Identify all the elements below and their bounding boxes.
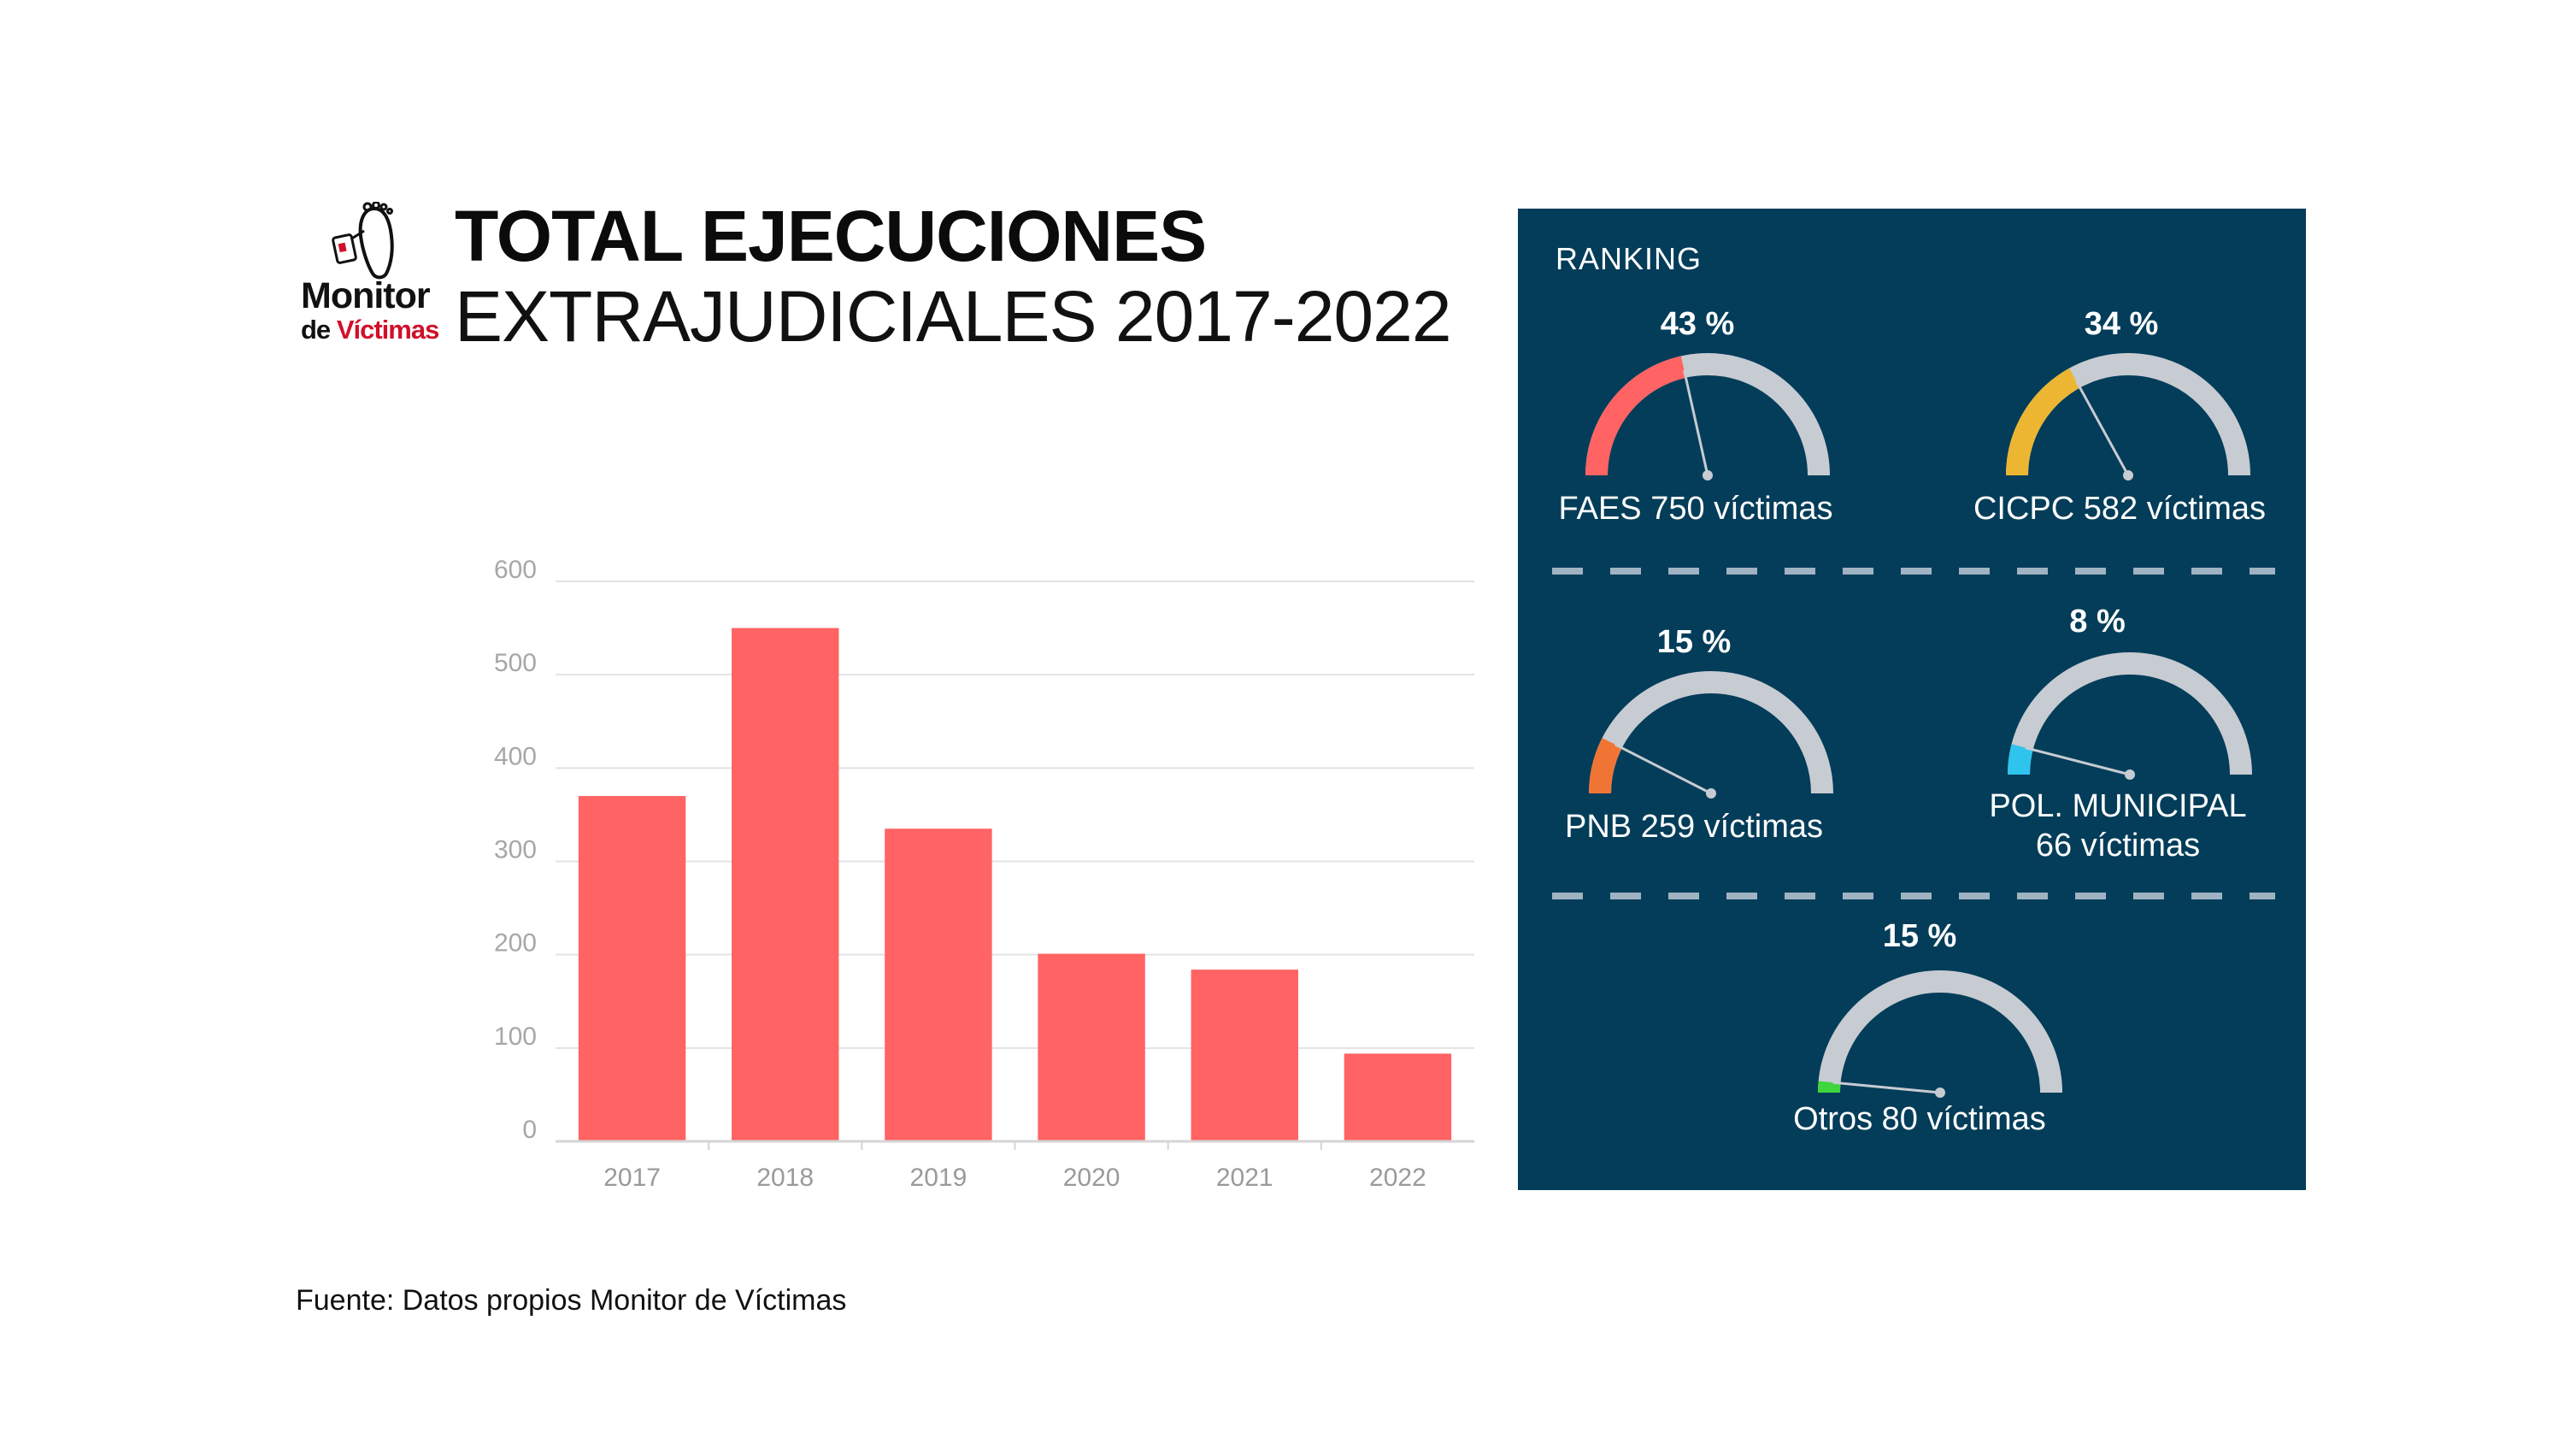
page-title-line2: EXTRAJUDICIALES 2017-2022 — [455, 275, 1451, 358]
gauge-fill — [1597, 367, 1684, 475]
gauge-needle — [1833, 1082, 1940, 1093]
gauge-pct-cicpc: 34 % — [2085, 306, 2159, 343]
gauge-needle — [1615, 745, 1711, 793]
divider-dashed-1 — [1552, 568, 2275, 575]
gauge-label-faes: FAES 750 víctimas — [1558, 489, 1832, 528]
gauge-fill — [2019, 747, 2022, 775]
foot-tag-icon — [330, 202, 407, 280]
gauge-needle — [2026, 748, 2130, 775]
gauge-fill — [2017, 378, 2074, 475]
bar-chart: 0 100 200 300 400 500 600 2017 2018 2019 2020 2021 2… — [462, 547, 1487, 1214]
gauge-track — [1600, 682, 1822, 793]
gauge-pct-pnb: 15 % — [1657, 624, 1732, 661]
gauge-pivot — [1935, 1088, 1945, 1098]
logo-word-victimas: de Víctimas — [301, 315, 438, 345]
y-tick-label: 600 — [494, 556, 537, 584]
y-tick-label: 0 — [522, 1116, 537, 1144]
monitor-victimas-logo: Monitor de Víctimas — [296, 202, 441, 339]
bar-2022 — [1344, 1053, 1451, 1141]
y-tick-label: 300 — [494, 836, 537, 864]
bar-2017 — [579, 796, 685, 1141]
bar-2020 — [1038, 954, 1144, 1141]
gauge-track — [2017, 364, 2239, 475]
x-tick-label: 2019 — [910, 1164, 967, 1192]
gauge-track — [1829, 981, 2051, 1093]
x-tick-label: 2022 — [1369, 1164, 1426, 1192]
ranking-panel: RANKING 43 % FAES 750 víctimas 34 % CICP… — [1518, 209, 2306, 1190]
y-tick-label: 200 — [494, 929, 537, 958]
y-tick-label: 100 — [494, 1023, 537, 1051]
gauge-pct-polmunicipal: 8 % — [2069, 604, 2125, 640]
gauge-fill — [1829, 1082, 1830, 1093]
x-tick-label: 2017 — [603, 1164, 661, 1192]
gauge-track — [2019, 663, 2241, 775]
bar-2018 — [732, 628, 838, 1141]
bar-2019 — [885, 828, 991, 1141]
logo-word-de: de — [301, 315, 330, 345]
logo-word-victimas-red: Víctimas — [337, 315, 439, 345]
x-tick-label: 2018 — [756, 1164, 814, 1192]
gauges-svg — [1518, 209, 2306, 1190]
page-title-line1: TOTAL EJECUCIONES — [455, 195, 1206, 278]
x-tick-label: 2020 — [1063, 1164, 1120, 1192]
bar-2021 — [1191, 970, 1298, 1141]
gauge-label-otros: Otros 80 víctimas — [1793, 1099, 2046, 1139]
logo-word-monitor: Monitor — [301, 275, 430, 317]
gauge-pct-otros: 15 % — [1883, 918, 1957, 955]
y-tick-label: 500 — [494, 649, 537, 677]
gauge-pivot — [2123, 470, 2133, 480]
source-note: Fuente: Datos propios Monitor de Víctima… — [296, 1284, 846, 1317]
gauge-label-polmunicipal-2: 66 víctimas — [2036, 826, 2200, 865]
gauge-needle — [2076, 381, 2128, 475]
x-tick-label: 2021 — [1216, 1164, 1273, 1192]
y-tick-label: 400 — [494, 742, 537, 770]
divider-dashed-2 — [1552, 893, 2275, 899]
gauge-pivot — [2125, 769, 2135, 780]
gauge-label-polmunicipal-1: POL. MUNICIPAL — [1989, 787, 2246, 826]
gauge-label-cicpc: CICPC 582 víctimas — [1973, 489, 2266, 528]
gauge-needle — [1685, 370, 1708, 475]
gauge-label-pnb: PNB 259 víctimas — [1565, 807, 1823, 846]
gauge-fill — [1600, 743, 1612, 793]
gauge-pivot — [1703, 470, 1713, 480]
gauge-pivot — [1706, 788, 1716, 799]
gauge-pct-faes: 43 % — [1661, 306, 1735, 343]
